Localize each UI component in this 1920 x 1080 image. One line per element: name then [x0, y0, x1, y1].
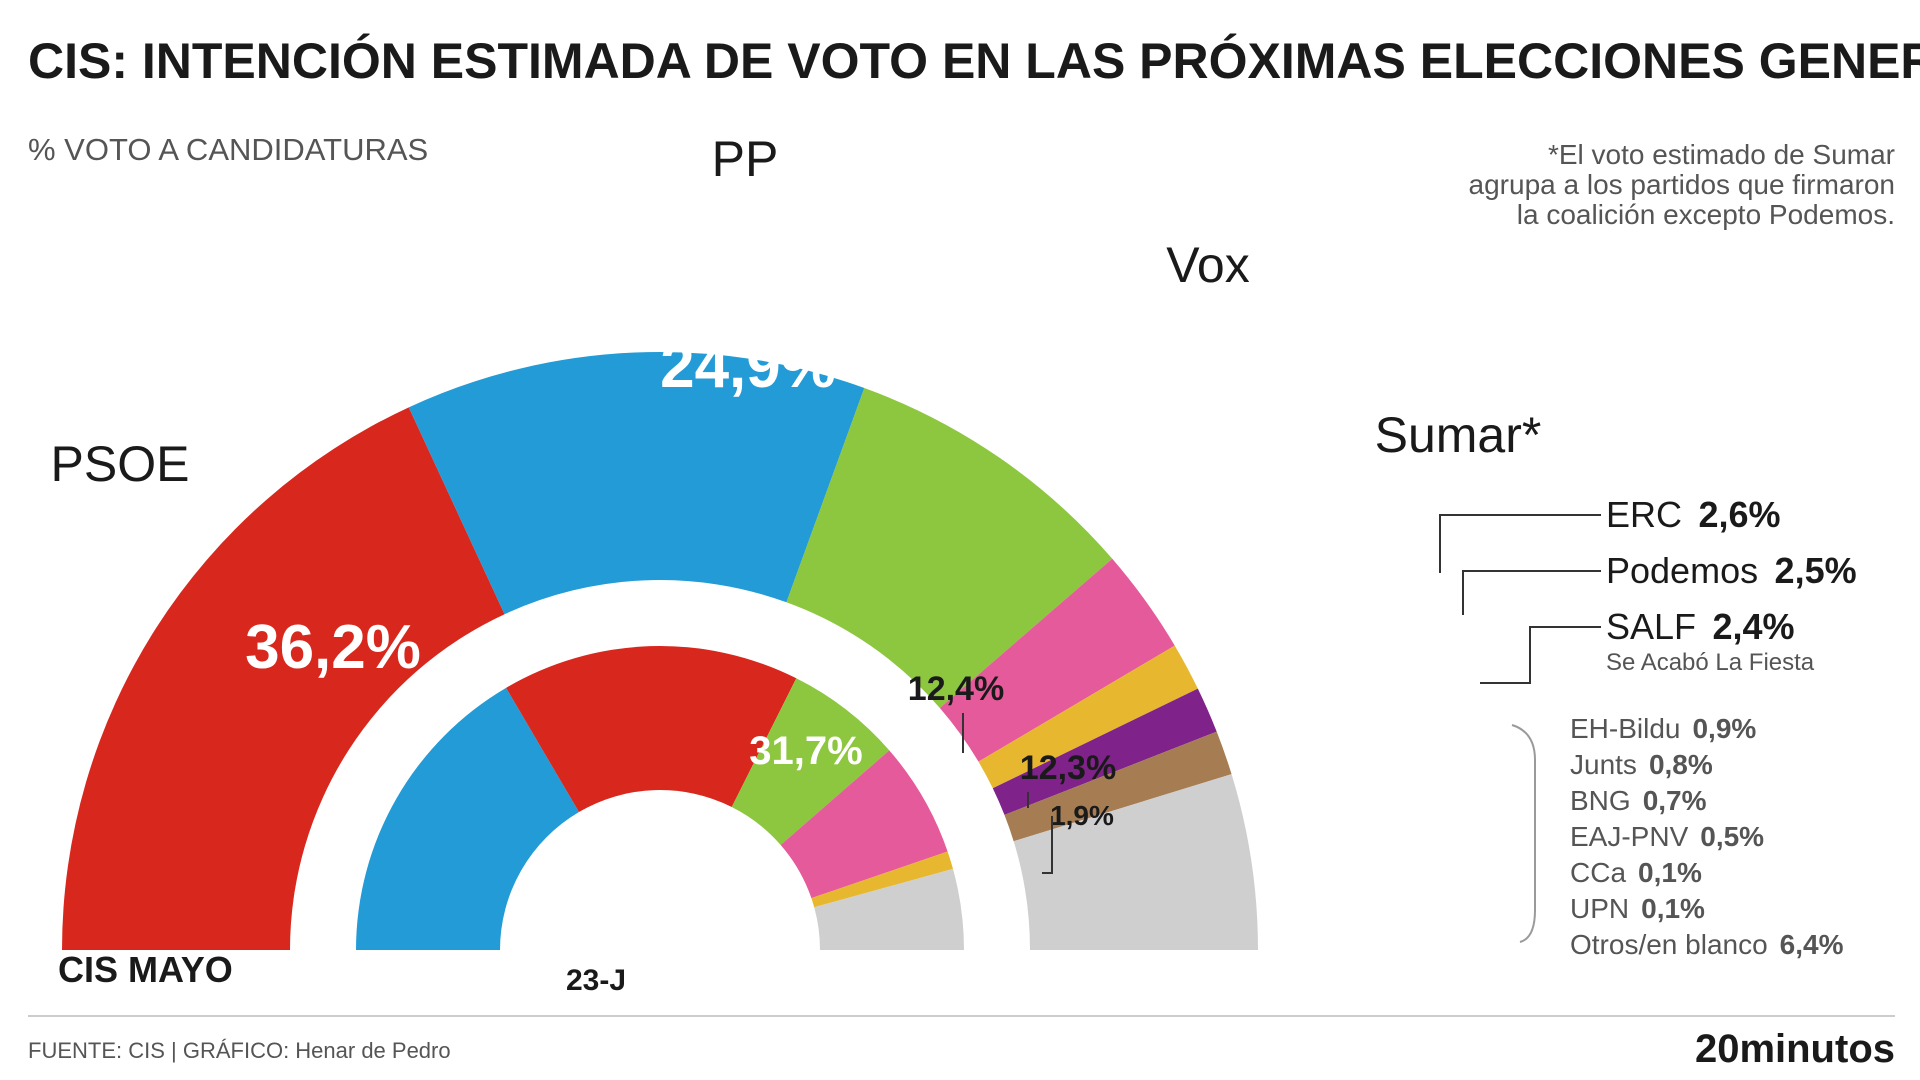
inner-slice-erc: [811, 851, 953, 908]
outer-slice-salf: [1004, 731, 1232, 842]
others-bracket: [1511, 724, 1536, 943]
footer-source: FUENTE: CIS | GRÁFICO: Henar de Pedro: [28, 1038, 451, 1063]
callout-salf: SALF 2,4%: [1606, 606, 1795, 647]
label-psoe: PSOE: [51, 436, 190, 492]
callout-podemos-pct: 2,5%: [1775, 550, 1857, 591]
pct-sumar: 5,7%: [1254, 563, 1345, 607]
callout-salf-name: SALF: [1606, 606, 1696, 647]
pct-vox: 16,2%: [1040, 430, 1216, 499]
outer-ring-name: CIS MAYO: [58, 949, 233, 990]
outer-slice-erc: [978, 645, 1198, 789]
others-item: BNG 0,7%: [1570, 785, 1707, 816]
others-item-pct: 0,7%: [1643, 785, 1707, 816]
inner-pct-pp: 33,1%: [593, 832, 706, 876]
others-item-pct: 0,8%: [1649, 749, 1713, 780]
callout-erc-pct: 2,6%: [1698, 494, 1780, 535]
others-item-name: Otros/en blanco: [1570, 929, 1768, 960]
outer-slice-vox: [786, 387, 1113, 708]
label-sumar: Sumar*: [1375, 407, 1542, 463]
others-item-name: EAJ-PNV: [1570, 821, 1689, 852]
brand-logo: 20minutos: [1695, 1027, 1895, 1071]
others-item-name: CCa: [1570, 857, 1626, 888]
inner-ring-name: 23-J: [566, 964, 626, 997]
inner-slice-vox: [731, 678, 890, 845]
outer-slice-psoe: [62, 407, 505, 950]
others-item: Otros/en blanco 6,4%: [1570, 929, 1844, 960]
others-item-pct: 0,9%: [1692, 713, 1756, 744]
others-item: Junts 0,8%: [1570, 749, 1713, 780]
outer-slice-pp: [408, 352, 865, 615]
note-line-2: agrupa a los partidos que firmaron: [1469, 169, 1895, 200]
others-item: EAJ-PNV 0,5%: [1570, 821, 1764, 852]
outer-ring-cis-mayo: [62, 352, 1258, 950]
others-item-pct: 0,1%: [1638, 857, 1702, 888]
chart-title: CIS: INTENCIÓN ESTIMADA DE VOTO EN LAS P…: [28, 33, 1920, 89]
callout-salf-subtitle: Se Acabó La Fiesta: [1606, 649, 1815, 676]
others-item-name: EH-Bildu: [1570, 713, 1680, 744]
others-item-pct: 0,1%: [1641, 893, 1705, 924]
pct-pp: 24,9%: [660, 332, 836, 401]
label-vox: Vox: [1166, 237, 1249, 293]
outer-slice-podemos: [992, 688, 1217, 815]
others-item-name: Junts: [1570, 749, 1637, 780]
others-item-pct: 0,5%: [1700, 821, 1764, 852]
inner-pct-vox: 12,4%: [908, 670, 1004, 708]
others-item: EH-Bildu 0,9%: [1570, 713, 1756, 744]
others-item-name: UPN: [1570, 893, 1629, 924]
leader-erc: [1439, 514, 1601, 573]
inner-pct-psoe: 31,7%: [749, 729, 862, 773]
outer-slice-otros: [1013, 774, 1258, 950]
callout-podemos-name: Podemos: [1606, 550, 1758, 591]
pct-psoe: 36,2%: [245, 613, 421, 682]
leader-salf: [1480, 626, 1601, 684]
others-item-name: BNG: [1570, 785, 1631, 816]
callout-erc-name: ERC: [1606, 494, 1682, 535]
inner-slice-sumar: [780, 750, 948, 899]
note-line-1: *El voto estimado de Sumar: [1548, 139, 1895, 170]
chart-subtitle: % VOTO A CANDIDATURAS: [28, 132, 428, 167]
others-item: UPN 0,1%: [1570, 893, 1705, 924]
outer-slice-sumar: [939, 558, 1175, 762]
inner-leader-erc: [1042, 816, 1053, 874]
inner-slice-pp: [356, 687, 579, 950]
others-list: EH-Bildu 0,9% Junts 0,8% BNG 0,7% EAJ-PNV 0,5% C…: [1570, 713, 1844, 960]
inner-ring-23j: [356, 646, 964, 950]
callout-salf-pct: 2,4%: [1713, 606, 1795, 647]
label-pp: PP: [712, 131, 779, 187]
note-line-3: la coalición excepto Podemos.: [1517, 199, 1895, 230]
callout-erc: ERC 2,6%: [1606, 494, 1781, 535]
leader-podemos: [1462, 570, 1601, 615]
others-item-pct: 6,4%: [1780, 929, 1844, 960]
inner-pct-sumar: 12,3%: [1020, 749, 1116, 787]
others-item: CCa 0,1%: [1570, 857, 1702, 888]
inner-slice-otros: [814, 868, 964, 950]
inner-slice-psoe: [506, 646, 797, 813]
callout-podemos: Podemos 2,5%: [1606, 550, 1857, 591]
inner-pct-erc: 1,9%: [1050, 800, 1114, 831]
